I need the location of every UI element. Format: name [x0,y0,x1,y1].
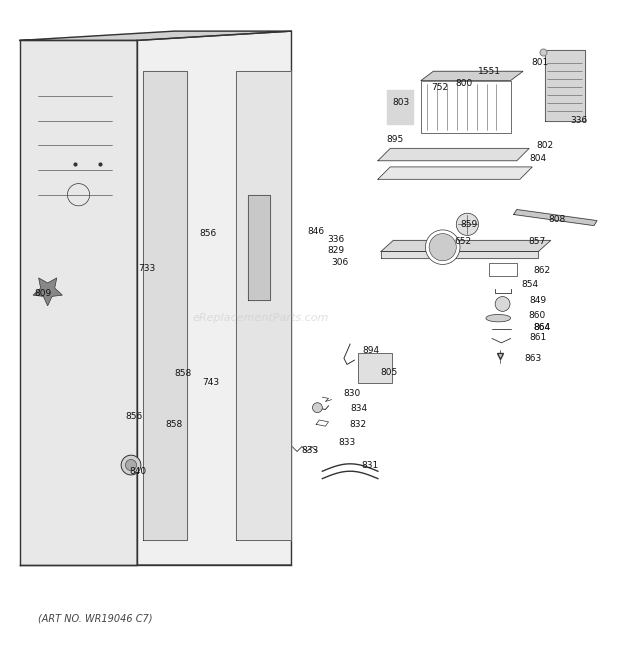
Text: 805: 805 [381,368,397,377]
Text: 801: 801 [531,58,548,67]
Polygon shape [378,149,529,161]
Circle shape [312,403,322,412]
Polygon shape [20,31,291,40]
Polygon shape [421,71,523,81]
Text: 864: 864 [533,323,550,332]
Polygon shape [20,40,137,565]
Text: 832: 832 [350,420,366,429]
Bar [489,262,516,276]
Text: 800: 800 [456,79,473,88]
Text: 804: 804 [530,155,547,163]
Circle shape [125,459,136,471]
Text: eReplacementParts.com: eReplacementParts.com [192,313,329,323]
Circle shape [456,214,479,235]
Text: 802: 802 [536,141,553,150]
Polygon shape [544,50,585,121]
Polygon shape [143,71,187,540]
Polygon shape [33,278,63,306]
Text: 830: 830 [343,389,361,398]
Polygon shape [381,251,538,258]
Text: 306: 306 [331,258,348,267]
Text: 859: 859 [460,220,477,229]
Circle shape [495,297,510,311]
Text: (ART NO. WR19046 C7): (ART NO. WR19046 C7) [38,613,153,624]
Ellipse shape [486,315,511,322]
Text: 652: 652 [454,237,472,245]
Circle shape [425,230,460,264]
Text: 831: 831 [362,461,379,469]
Circle shape [429,233,456,260]
Bar [421,81,511,133]
Text: 860: 860 [528,311,546,319]
Text: 861: 861 [529,333,547,342]
Text: 862: 862 [533,266,550,274]
Text: 829: 829 [327,246,345,254]
Text: 894: 894 [362,346,379,355]
Text: 743: 743 [203,379,220,387]
Bar [146,158,180,182]
Text: 864: 864 [533,323,550,332]
Text: 336: 336 [570,116,587,125]
Text: 1551: 1551 [477,67,500,76]
Text: 840: 840 [130,467,147,476]
Text: 849: 849 [530,296,547,305]
Text: 895: 895 [386,135,404,143]
Text: 856: 856 [200,229,217,238]
Text: 863: 863 [525,354,542,363]
Bar [244,326,272,346]
Text: 808: 808 [548,215,565,224]
Text: 854: 854 [521,280,538,289]
Text: 857: 857 [528,237,546,245]
Bar [358,354,392,383]
Text: 834: 834 [351,404,368,412]
Text: 752: 752 [431,83,448,93]
Bar [239,389,285,405]
Polygon shape [387,90,413,124]
Text: 858: 858 [166,420,183,429]
Bar [387,90,413,124]
Polygon shape [378,167,532,179]
Circle shape [121,455,141,475]
Text: 858: 858 [175,369,192,378]
Polygon shape [137,31,291,565]
Polygon shape [248,195,270,299]
Text: 733: 733 [138,264,155,273]
Text: 846: 846 [308,227,325,236]
Text: 833: 833 [339,438,356,447]
Text: 336: 336 [327,235,345,244]
Text: 809: 809 [35,289,52,298]
Text: 856: 856 [125,412,143,422]
Polygon shape [381,241,551,251]
Text: 803: 803 [392,98,410,106]
Text: 833: 833 [301,446,319,455]
Polygon shape [236,71,291,540]
Polygon shape [514,210,597,225]
